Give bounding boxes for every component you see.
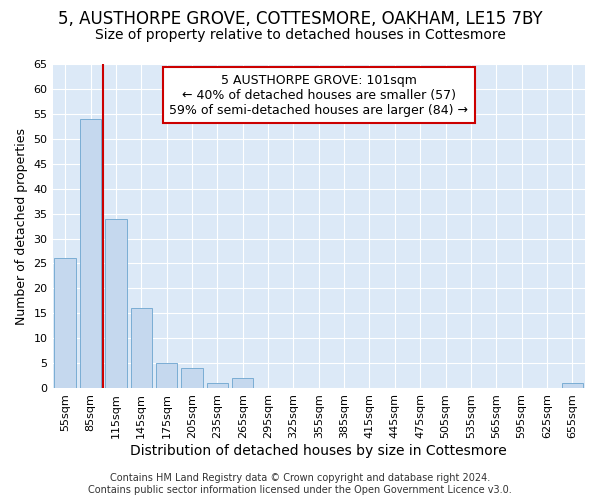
Text: 5 AUSTHORPE GROVE: 101sqm
← 40% of detached houses are smaller (57)
59% of semi-: 5 AUSTHORPE GROVE: 101sqm ← 40% of detac… xyxy=(169,74,468,116)
Bar xyxy=(105,218,127,388)
Text: 5, AUSTHORPE GROVE, COTTESMORE, OAKHAM, LE15 7BY: 5, AUSTHORPE GROVE, COTTESMORE, OAKHAM, … xyxy=(58,10,542,28)
Bar xyxy=(181,368,203,388)
Bar xyxy=(156,363,178,388)
Text: Size of property relative to detached houses in Cottesmore: Size of property relative to detached ho… xyxy=(95,28,505,42)
Bar xyxy=(131,308,152,388)
Y-axis label: Number of detached properties: Number of detached properties xyxy=(15,128,28,324)
Bar xyxy=(55,258,76,388)
Bar xyxy=(80,119,101,388)
Bar xyxy=(206,383,228,388)
Bar xyxy=(562,383,583,388)
Bar xyxy=(232,378,253,388)
Text: Contains HM Land Registry data © Crown copyright and database right 2024.
Contai: Contains HM Land Registry data © Crown c… xyxy=(88,474,512,495)
X-axis label: Distribution of detached houses by size in Cottesmore: Distribution of detached houses by size … xyxy=(130,444,507,458)
